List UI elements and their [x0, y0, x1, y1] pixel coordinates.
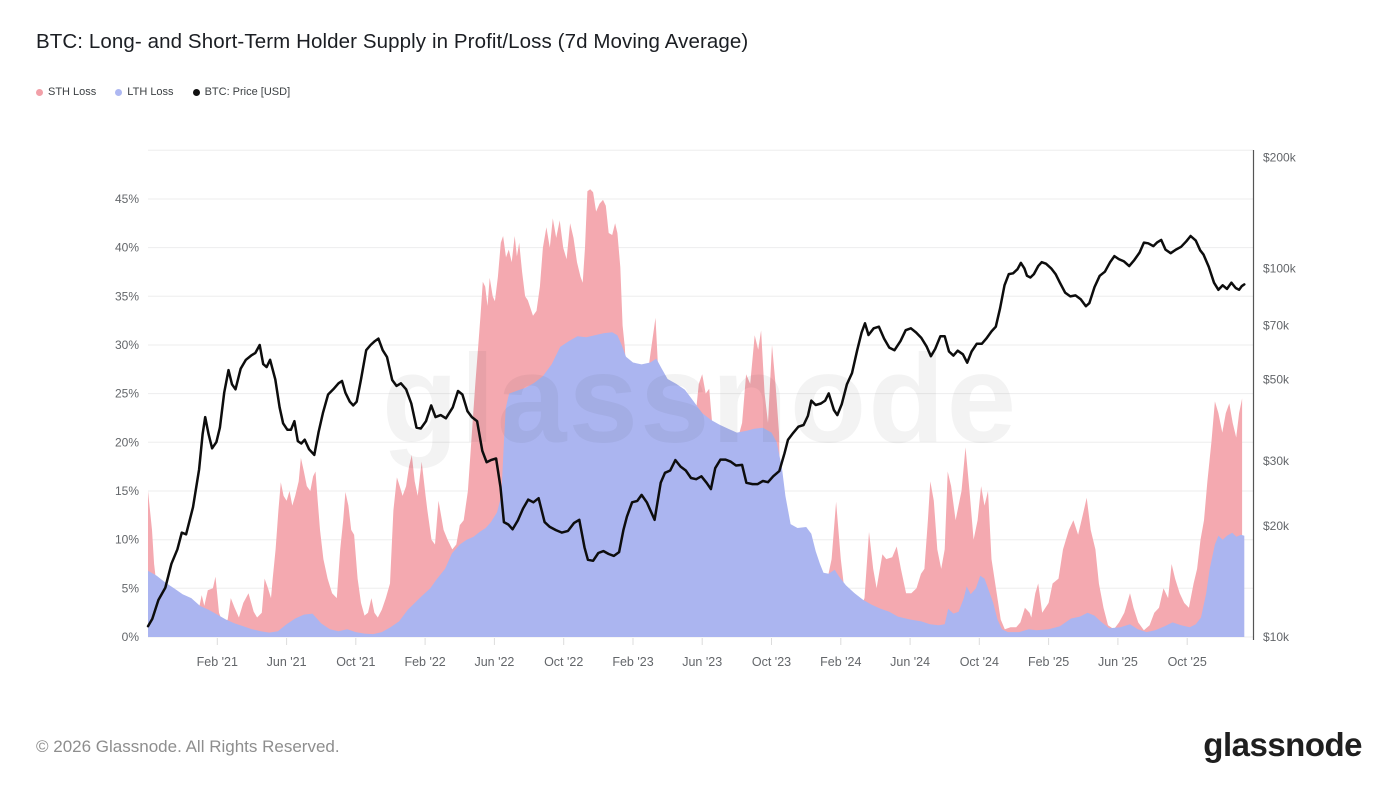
copyright-text: © 2026 Glassnode. All Rights Reserved. — [36, 737, 340, 756]
area-sth-loss — [148, 189, 1243, 637]
svg-text:Feb '22: Feb '22 — [404, 655, 445, 669]
svg-text:Jun '21: Jun '21 — [267, 655, 307, 669]
legend-item-lth-loss[interactable]: LTH Loss — [115, 86, 174, 98]
svg-text:35%: 35% — [115, 289, 139, 303]
btc-price-line — [146, 234, 1246, 628]
legend-item-btc-price[interactable]: BTC: Price [USD] — [192, 86, 291, 98]
svg-text:Feb '24: Feb '24 — [820, 655, 861, 669]
svg-text:30%: 30% — [115, 338, 139, 352]
svg-text:Feb '23: Feb '23 — [612, 655, 653, 669]
lth-loss-swatch-icon — [115, 88, 123, 96]
legend-label-btc-price: BTC: Price [USD] — [204, 86, 291, 98]
sth-loss-swatch-icon — [36, 88, 43, 96]
watermark-text: glassnode — [382, 330, 1018, 469]
legend: STH Loss LTH Loss BTC: Price [USD] — [36, 86, 290, 98]
svg-text:Oct '22: Oct '22 — [544, 655, 583, 669]
svg-text:$50k: $50k — [1263, 372, 1290, 386]
svg-text:Feb '21: Feb '21 — [197, 655, 238, 669]
legend-label-lth-loss: LTH Loss — [127, 86, 174, 98]
glassnode-logo: glassnode — [1203, 726, 1362, 763]
svg-text:0%: 0% — [122, 630, 140, 644]
svg-text:45%: 45% — [115, 192, 139, 206]
svg-text:25%: 25% — [115, 387, 139, 401]
svg-text:Feb '25: Feb '25 — [1028, 655, 1069, 669]
svg-text:20%: 20% — [115, 435, 139, 449]
legend-item-sth-loss[interactable]: STH Loss — [36, 86, 96, 98]
svg-text:$20k: $20k — [1263, 519, 1290, 533]
y-axis-left-labels: 0% 5% 10% 15% 20% 25% 30% 35% 40% 45% — [115, 192, 139, 644]
svg-text:Jun '22: Jun '22 — [474, 655, 514, 669]
y-axis-right-labels: $10k $20k $30k $50k $70k $100k $200k — [1263, 151, 1297, 645]
btc-price-swatch-icon — [192, 88, 200, 96]
svg-text:Oct '23: Oct '23 — [752, 655, 791, 669]
svg-text:$10k: $10k — [1263, 630, 1290, 644]
svg-text:$100k: $100k — [1263, 261, 1297, 275]
area-lth-loss — [148, 332, 1245, 637]
svg-text:Oct '21: Oct '21 — [336, 655, 375, 669]
svg-text:$200k: $200k — [1263, 151, 1297, 165]
svg-text:Jun '25: Jun '25 — [1098, 655, 1138, 669]
svg-text:5%: 5% — [122, 581, 140, 595]
page-title: BTC: Long- and Short-Term Holder Supply … — [36, 30, 749, 53]
svg-text:Oct '25: Oct '25 — [1168, 655, 1207, 669]
svg-text:Jun '24: Jun '24 — [890, 655, 930, 669]
svg-text:$70k: $70k — [1263, 319, 1290, 333]
svg-text:15%: 15% — [115, 484, 139, 498]
chart-plot-area[interactable]: glassnode 0% 5% 10% 15% 20% 25% 30% 35% 40% 45% $10… — [0, 0, 1400, 700]
x-axis-ticks — [216, 638, 1188, 645]
svg-text:40%: 40% — [115, 241, 139, 255]
svg-text:Oct '24: Oct '24 — [960, 655, 999, 669]
svg-text:10%: 10% — [115, 533, 139, 547]
legend-label-sth-loss: STH Loss — [48, 86, 97, 98]
svg-text:$30k: $30k — [1263, 454, 1290, 468]
svg-text:Jun '23: Jun '23 — [682, 655, 722, 669]
x-axis-labels: Feb '21 Jun '21 Oct '21 Feb '22 Jun '22 Oct '… — [197, 655, 1207, 669]
